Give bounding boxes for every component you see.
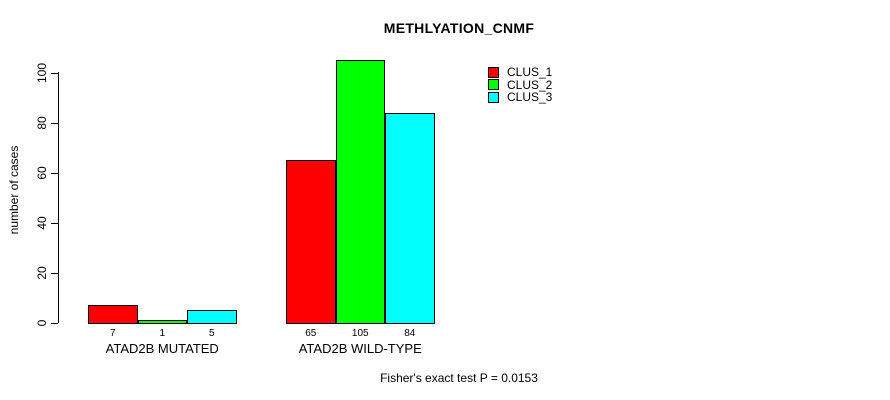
legend-item-clus_3: CLUS_3 <box>488 91 552 104</box>
fisher-test-annotation: Fisher's exact test P = 0.0153 <box>380 371 538 385</box>
y-axis-line <box>58 72 59 323</box>
bar-clus_3-2 <box>385 112 435 324</box>
y-tick-mark <box>51 222 58 224</box>
bar-value-label: 7 <box>109 327 116 339</box>
legend-swatch-icon <box>488 79 499 91</box>
legend-swatch-icon <box>488 66 499 78</box>
y-tick-mark <box>51 172 58 174</box>
legend-item-clus_2: CLUS_2 <box>488 79 552 92</box>
legend-label: CLUS_3 <box>507 90 553 105</box>
bar-value-label: 1 <box>159 327 166 339</box>
bar-value-label: 5 <box>208 327 215 339</box>
bar-clus_2-2 <box>335 60 385 324</box>
y-tick-mark <box>51 122 58 124</box>
y-tick-label: 20 <box>35 265 49 280</box>
legend-label: CLUS_2 <box>507 77 553 92</box>
bar-value-label: 105 <box>351 327 369 339</box>
group-label-2: ATAD2B WILD-TYPE <box>298 341 422 356</box>
bar-clus_3-1 <box>187 310 237 324</box>
group-label-1: ATAD2B MUTATED <box>105 341 219 356</box>
chart-title: METHLYATION_CNMF <box>383 20 535 36</box>
legend-item-clus_1: CLUS_1 <box>488 66 552 79</box>
y-tick-label: 40 <box>35 215 49 230</box>
y-tick-mark <box>51 72 58 74</box>
y-tick-label: 100 <box>35 62 49 83</box>
legend-label: CLUS_1 <box>507 65 553 80</box>
y-tick-label: 60 <box>35 165 49 180</box>
legend-swatch-icon <box>488 91 499 103</box>
bar-value-label: 65 <box>305 327 317 339</box>
bar-clus_2-1 <box>137 320 187 324</box>
y-tick-label: 0 <box>35 319 49 326</box>
bar-clus_1-1 <box>88 305 138 324</box>
bar-value-label: 84 <box>404 327 416 339</box>
y-axis-label: number of cases <box>7 145 21 235</box>
y-tick-label: 80 <box>35 115 49 130</box>
y-tick-mark <box>51 322 58 324</box>
legend: CLUS_1 CLUS_2 CLUS_3 <box>488 66 552 104</box>
bar-clus_1-2 <box>286 160 336 324</box>
y-tick-mark <box>51 272 58 274</box>
